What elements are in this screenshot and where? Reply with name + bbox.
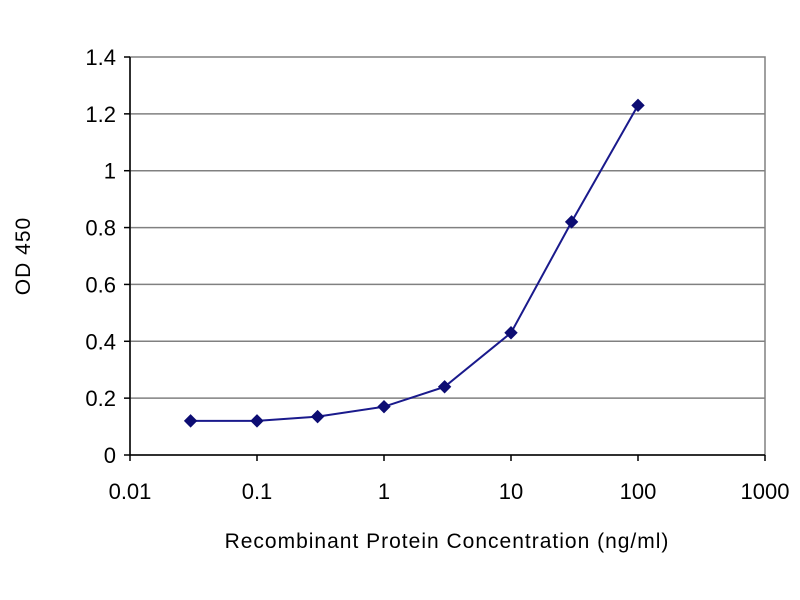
x-tick-label: 1	[378, 479, 390, 504]
data-point	[631, 98, 645, 113]
data-point	[377, 399, 391, 414]
y-tick-label: 1.2	[85, 102, 116, 127]
grid-lines	[130, 113, 765, 399]
data-point	[310, 409, 325, 424]
axes	[124, 56, 766, 461]
x-tick-label: 100	[620, 479, 657, 504]
data-point	[437, 380, 452, 394]
plot-area	[129, 56, 766, 456]
data-point	[183, 414, 198, 428]
y-tick-label: 0.4	[85, 329, 116, 354]
y-tick-label: 0.6	[85, 272, 116, 297]
y-tick-label: 1	[104, 159, 116, 184]
y-tick-label: 0.2	[85, 386, 116, 411]
data-point	[504, 326, 518, 340]
x-axis-title: Recombinant Protein Concentration (ng/ml…	[225, 530, 670, 553]
data-point	[250, 414, 264, 428]
y-tick-label: 0	[104, 443, 116, 468]
x-tick-label: 0.01	[109, 479, 152, 504]
data-point	[564, 215, 579, 229]
x-tick-labels: 0.01 0.1 1 10 100 1000	[109, 479, 790, 504]
y-tick-label: 0.8	[85, 216, 116, 241]
series-line	[190, 104, 639, 422]
y-tick-labels: 0 0.2 0.4 0.6 0.8 1 1.2 1.4	[85, 45, 116, 468]
y-axis-title: OD 450	[12, 217, 35, 295]
series-layer	[183, 98, 645, 428]
x-tick-label: 1000	[741, 479, 790, 504]
x-tick-label: 10	[499, 479, 523, 504]
x-tick-label: 0.1	[242, 479, 273, 504]
y-tick-label: 1.4	[85, 45, 116, 70]
